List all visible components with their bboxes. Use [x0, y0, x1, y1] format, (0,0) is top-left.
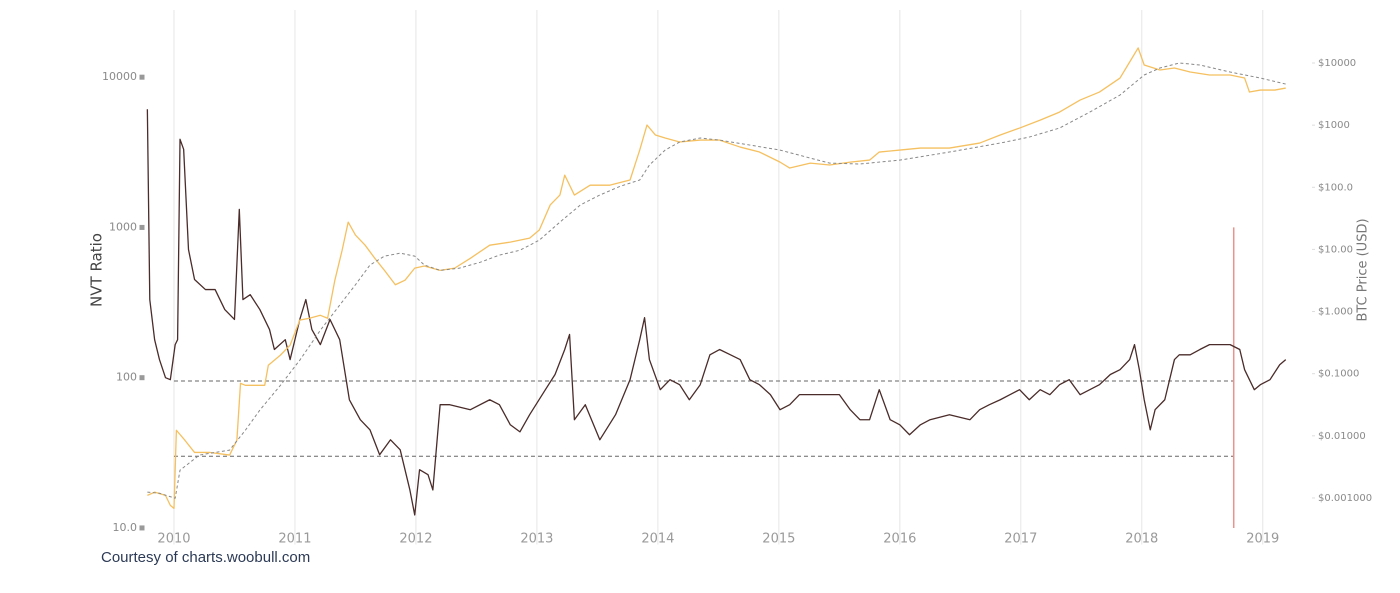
y2-tick-label: $1.000 [1318, 307, 1353, 318]
x-tick-label: 2016 [883, 532, 916, 547]
y-tick-label: 10000 [102, 70, 137, 83]
x-tick-label: 2019 [1246, 532, 1279, 547]
y2-tick-label: $10000 [1318, 58, 1356, 69]
y-tick-label: 10.0 [113, 521, 138, 534]
x-tick-label: 2013 [520, 532, 553, 547]
x-tick-label: 2018 [1125, 532, 1158, 547]
y2-tick-label: $0.1000 [1318, 369, 1359, 380]
y2-tick-label: $10.00 [1318, 244, 1353, 255]
y-tick-mark [139, 74, 145, 80]
series-line [146, 109, 1287, 516]
x-tick-label: 2014 [641, 532, 674, 547]
y-axis-label: NVT Ratio [88, 233, 106, 307]
x-tick-label: 2015 [762, 532, 795, 547]
y2-tick-label: $1000 [1318, 120, 1350, 131]
y-tick-mark [139, 224, 145, 230]
y-tick-mark [139, 375, 145, 381]
x-tick-label: 2010 [157, 532, 190, 547]
moving-average-line [147, 62, 1286, 499]
y2-tick-label: $0.01000 [1318, 431, 1366, 442]
y-tick-label: 100 [116, 371, 137, 384]
y-tick-mark [139, 525, 145, 531]
y-tick-label: 1000 [109, 220, 137, 233]
y2-tick-label: $100.0 [1318, 182, 1353, 193]
y2-axis-label: BTC Price (USD) [1356, 218, 1371, 321]
y2-tick-label: $0.001000 [1318, 493, 1372, 504]
x-tick-label: 2017 [1004, 532, 1037, 547]
x-tick-label: 2011 [278, 532, 311, 547]
source-note: Courtesy of charts.woobull.com [101, 549, 310, 566]
x-tick-label: 2012 [399, 532, 432, 547]
series-line [147, 47, 1286, 510]
